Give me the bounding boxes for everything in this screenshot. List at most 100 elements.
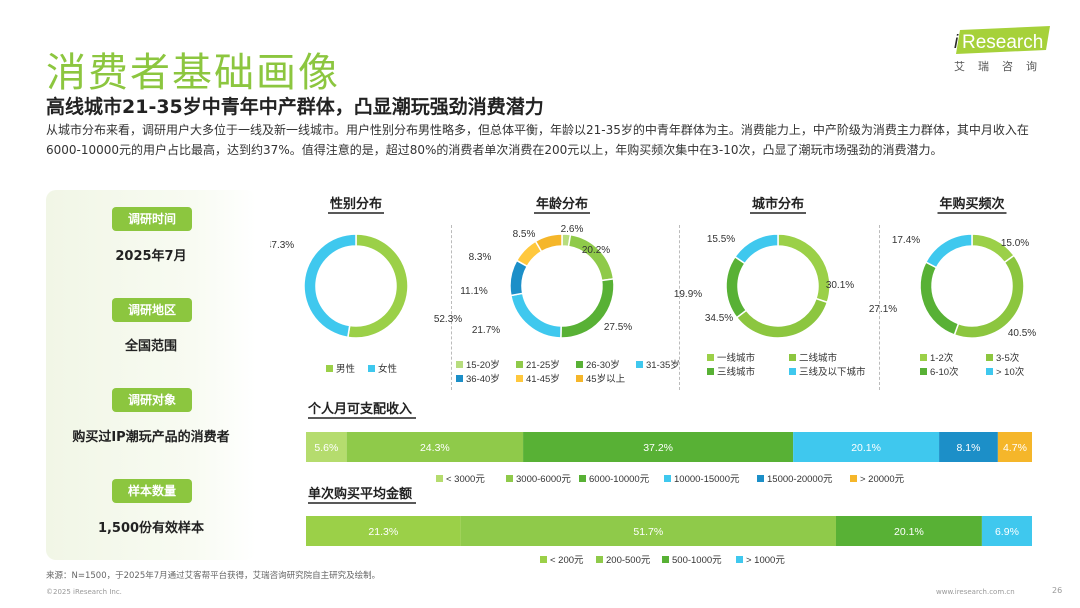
chart-title: 性别分布 <box>330 196 382 211</box>
data-label: 2.6% <box>561 224 584 235</box>
logo-wordmark: Research <box>962 32 1043 53</box>
data-label: 15.5% <box>707 234 735 245</box>
survey-time-badge: 调研时间 <box>112 207 192 231</box>
chart-title: 年龄分布 <box>536 196 588 211</box>
bar-segment <box>523 432 794 462</box>
legend-swatch <box>789 354 796 361</box>
bar-segment <box>981 516 1032 546</box>
data-label: 47.3% <box>270 240 294 251</box>
data-label: 20.2% <box>582 245 610 256</box>
legend-label: 200-500元 <box>606 555 651 566</box>
legend-label: > 20000元 <box>860 474 905 485</box>
donut-slice <box>777 233 831 304</box>
bar-segment <box>835 516 982 546</box>
bar-label: 8.1% <box>957 442 981 454</box>
donut-chart-4: 年购买频次 15.0% 40.5% 27.1% 17.4% 1-2次 3-5次 6-10次 > … <box>869 196 1036 378</box>
data-label: 21.7% <box>472 325 500 336</box>
stacked-bar-chart-2: 单次购买平均金额 21.3% 51.7% 20.1% 6.9% < 200元 200-500… <box>306 486 1032 566</box>
stacked-bar-chart-1: 个人月可支配收入 5.6% 24.3% 37.2% 20.1% 8.1% 4.7% < 300… <box>306 401 1032 485</box>
data-label: 8.3% <box>469 252 492 263</box>
legend-label: 6-10次 <box>930 366 959 378</box>
legend-swatch <box>506 475 513 482</box>
legend-swatch <box>576 361 583 368</box>
data-label: 8.5% <box>513 229 536 240</box>
legend-swatch <box>579 475 586 482</box>
legend-label: 男性 <box>336 363 356 375</box>
legend-label: 15000-20000元 <box>767 474 833 485</box>
bar-segment <box>306 432 347 462</box>
donut-slice <box>733 233 779 265</box>
legend-swatch <box>662 556 669 563</box>
legend-label: 三线及以下城市 <box>799 366 866 378</box>
donut-chart-2: 年龄分布 2.6% 20.2% 27.5% 21.7% 11.1% 8.3% 8.5% 15-2… <box>456 196 680 385</box>
legend-swatch <box>850 475 857 482</box>
iresearch-logo: i Research 艾瑞咨询 <box>950 20 1054 74</box>
donut-slice <box>534 233 563 253</box>
legend-label: 21-25岁 <box>526 359 560 371</box>
legend-label: 31-35岁 <box>646 359 680 371</box>
legend-label: 10000-15000元 <box>674 474 740 485</box>
chart-title: 年购买频次 <box>939 196 1004 211</box>
legend-swatch <box>986 368 993 375</box>
legend-label: < 200元 <box>550 555 584 566</box>
chart-divider <box>679 225 680 390</box>
legend-label: 女性 <box>378 363 398 375</box>
donut-slice <box>953 254 1025 339</box>
legend-swatch <box>516 375 523 382</box>
bar-label: 21.3% <box>368 526 398 538</box>
sample-size-badge: 样本数量 <box>112 479 192 503</box>
legend-swatch <box>436 475 443 482</box>
legend-swatch <box>707 368 714 375</box>
legend-swatch <box>757 475 764 482</box>
bar-segment <box>939 432 998 462</box>
donut-slice <box>735 297 829 339</box>
website: www.iresearch.com.cn <box>936 588 1015 596</box>
data-label: 40.5% <box>1008 328 1036 339</box>
legend-swatch <box>326 365 333 372</box>
legend-swatch <box>736 556 743 563</box>
legend-label: > 1000元 <box>746 555 785 566</box>
survey-info-panel: 调研时间 2025年7月 调研地区 全国范围 调研对象 购买过IP潮玩产品的消费… <box>46 190 256 560</box>
data-label: 30.1% <box>826 280 854 291</box>
bar-label: 51.7% <box>633 526 663 538</box>
legend-swatch <box>576 375 583 382</box>
data-label: 17.4% <box>892 235 920 246</box>
legend-label: 一线城市 <box>717 352 756 364</box>
copyright: ©2025 iResearch Inc. <box>46 588 122 596</box>
legend-swatch <box>540 556 547 563</box>
bar-label: 20.1% <box>894 526 924 538</box>
chart-divider <box>879 225 880 390</box>
survey-region-value: 全国范围 <box>124 339 177 354</box>
chart-title: 单次购买平均金额 <box>308 486 412 501</box>
legend-label: 3000-6000元 <box>516 474 571 485</box>
data-label: 52.3% <box>434 314 462 325</box>
survey-target-badge: 调研对象 <box>112 388 192 412</box>
chart-title: 个人月可支配收入 <box>307 401 412 416</box>
data-label: 27.5% <box>604 322 632 333</box>
iresearch-logo-mark: i Research <box>954 26 1050 54</box>
donut-slice <box>924 233 973 269</box>
survey-target-value: 购买过IP潮玩产品的消费者 <box>72 430 230 445</box>
survey-time-value: 2025年7月 <box>115 249 187 264</box>
legend-swatch <box>636 361 643 368</box>
legend-label: 500-1000元 <box>672 555 722 566</box>
donut-slice <box>725 255 748 319</box>
bar-label: 4.7% <box>1003 442 1027 454</box>
legend-label: 26-30岁 <box>586 359 620 371</box>
bar-segment <box>997 432 1032 462</box>
bar-label: 5.6% <box>314 442 338 454</box>
legend-swatch <box>986 354 993 361</box>
bar-segment <box>460 516 836 546</box>
logo-letter-i: i <box>954 32 959 53</box>
legend-label: 36-40岁 <box>466 373 500 385</box>
data-label: 34.5% <box>705 313 733 324</box>
legend-label: 41-45岁 <box>526 373 560 385</box>
bar-segment <box>346 432 524 462</box>
data-label: 15.0% <box>1001 238 1029 249</box>
legend-label: 45岁以上 <box>586 373 626 385</box>
bar-label: 24.3% <box>420 442 450 454</box>
bar-label: 6.9% <box>995 526 1019 538</box>
donut-slice <box>346 233 409 339</box>
legend-swatch <box>368 365 375 372</box>
